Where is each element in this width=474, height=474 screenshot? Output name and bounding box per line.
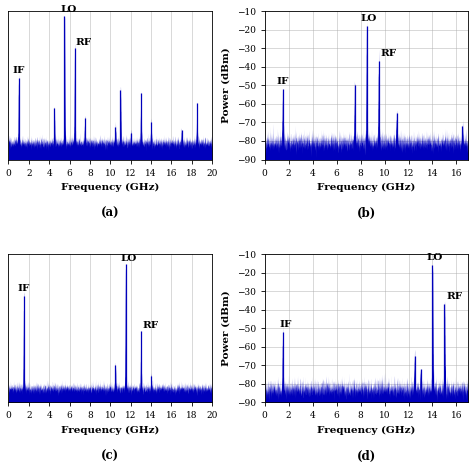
X-axis label: Frequency (GHz): Frequency (GHz) xyxy=(318,183,416,192)
Text: RF: RF xyxy=(447,292,463,301)
Text: (a): (a) xyxy=(101,207,119,220)
Text: RF: RF xyxy=(143,321,159,330)
Y-axis label: Power (dBm): Power (dBm) xyxy=(222,291,231,366)
Text: LO: LO xyxy=(60,5,77,14)
Text: IF: IF xyxy=(12,66,25,75)
Y-axis label: Power (dBm): Power (dBm) xyxy=(222,47,231,123)
X-axis label: Frequency (GHz): Frequency (GHz) xyxy=(318,426,416,435)
Text: LO: LO xyxy=(120,254,137,263)
Text: (c): (c) xyxy=(101,450,119,463)
Text: RF: RF xyxy=(381,49,397,58)
X-axis label: Frequency (GHz): Frequency (GHz) xyxy=(61,183,159,192)
X-axis label: Frequency (GHz): Frequency (GHz) xyxy=(61,426,159,435)
Text: IF: IF xyxy=(279,320,292,329)
Text: (d): (d) xyxy=(357,450,376,463)
Text: IF: IF xyxy=(277,77,289,86)
Text: LO: LO xyxy=(427,254,443,263)
Text: IF: IF xyxy=(18,283,30,292)
Text: LO: LO xyxy=(361,14,377,23)
Text: RF: RF xyxy=(76,38,92,47)
Text: (b): (b) xyxy=(357,207,376,220)
